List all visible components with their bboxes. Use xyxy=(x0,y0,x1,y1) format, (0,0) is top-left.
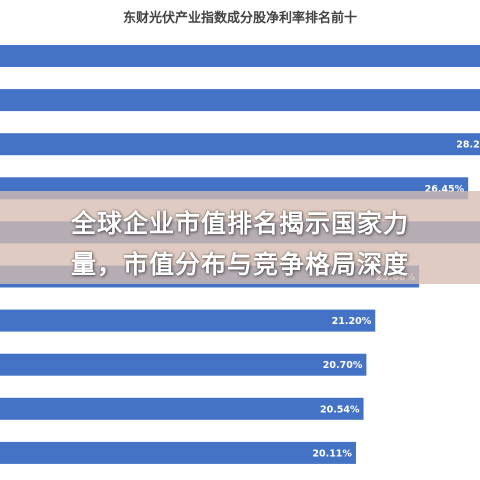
bar-value-label: 20.11% xyxy=(312,448,352,459)
chart-title: 东财光伏产业指数成分股净利率排名前十 xyxy=(122,11,357,26)
headline-line-2: 量，市值分布与竞争格局深度 xyxy=(70,250,409,279)
bar-value-label: 21.20% xyxy=(332,316,372,327)
bar-9 xyxy=(0,397,364,420)
bar-3 xyxy=(0,133,480,156)
bar-2 xyxy=(0,89,480,112)
bar-value-label: 26.45% xyxy=(425,184,465,195)
bar-value-label: 20.54% xyxy=(320,404,360,415)
bar-value-label: 20.70% xyxy=(323,360,363,371)
bar-1 xyxy=(0,45,480,67)
bar-7 xyxy=(0,309,376,332)
bar-10 xyxy=(0,441,356,464)
headline-banner xyxy=(0,191,480,284)
headline-line-1: 全球企业市值排名揭示国家力 xyxy=(70,209,409,238)
bar-8 xyxy=(0,353,367,376)
bar-value-label: 28.24% xyxy=(456,140,480,151)
